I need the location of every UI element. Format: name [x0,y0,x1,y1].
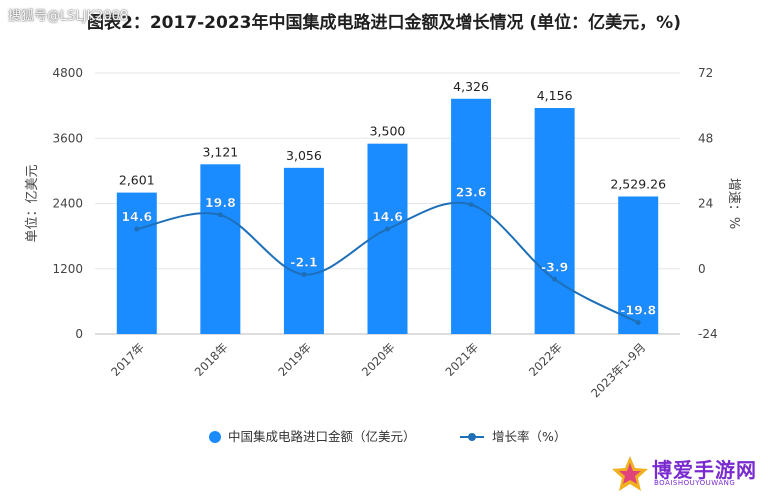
y2-tick-label: 24 [698,197,713,211]
y-tick-label: 4800 [52,66,83,80]
legend-bar-swatch [209,431,221,443]
site-logo[interactable]: 博爱手游网 BOAISHOUYOUWANG [610,454,760,494]
x-tick-label: 2023年1-9月 [588,340,648,400]
bar [283,167,324,334]
line-value-label: 23.6 [456,185,487,200]
y2-tick-label: 0 [698,262,706,276]
bar [451,98,492,335]
bar-value-label: 2,529.26 [610,176,666,191]
bar [618,196,659,334]
line-value-label: -3.9 [541,259,568,274]
y-tick-label: 0 [75,327,83,341]
y-tick-label: 3600 [52,131,83,145]
line-point [635,320,641,326]
line-point [468,202,474,208]
x-tick-label: 2017年 [108,340,147,379]
line-value-label: -2.1 [290,254,317,269]
y2-axis-label: 增速：% [726,178,741,229]
y-axis-label: 单位：亿美元 [25,164,40,242]
chart-title: 图表2：2017-2023年中国集成电路进口金额及增长情况 (单位：亿美元，%) [86,13,681,33]
y-tick-label: 2400 [52,197,83,211]
x-tick-label: 2020年 [359,340,398,379]
logo-name: 博爱手游网 [652,458,757,482]
x-tick-label: 2021年 [442,340,481,379]
star-logo-icon [612,456,648,491]
line-value-label: -19.8 [620,303,656,318]
legend-line-marker [468,433,476,441]
line-point [552,276,558,282]
y-tick-label: 1200 [52,262,83,276]
line-point [385,226,390,232]
line-value-label: 14.6 [372,209,403,224]
bar-value-label: 4,156 [537,88,573,103]
x-tick-label: 2022年 [526,340,565,379]
bar [367,143,408,334]
line-value-label: 14.6 [121,209,152,224]
logo-subtitle: BOAISHOUYOUWANG [654,479,736,487]
line-point [134,226,140,232]
watermark-text: 搜狐号@LSLJK2008 [8,9,129,24]
x-tick-label: 2019年 [275,340,314,379]
bar-value-label: 4,326 [453,79,489,94]
bar-value-label: 3,056 [286,148,322,163]
line-value-label: 19.8 [205,195,236,210]
y2-tick-label: -24 [698,327,718,341]
legend-line-label: 增长率（%） [492,429,566,444]
bar-value-label: 3,500 [370,124,406,139]
bar [200,164,241,334]
line-point [217,212,223,218]
x-tick-label: 2018年 [192,340,231,379]
line-point [301,271,307,277]
bar-value-label: 3,121 [202,144,238,159]
y2-tick-label: 48 [698,131,713,145]
bar [534,108,575,334]
bar-value-label: 2,601 [119,173,155,188]
y2-tick-label: 72 [698,66,713,80]
legend-bar-label: 中国集成电路进口金额（亿美元） [228,429,416,444]
bar [116,192,157,334]
